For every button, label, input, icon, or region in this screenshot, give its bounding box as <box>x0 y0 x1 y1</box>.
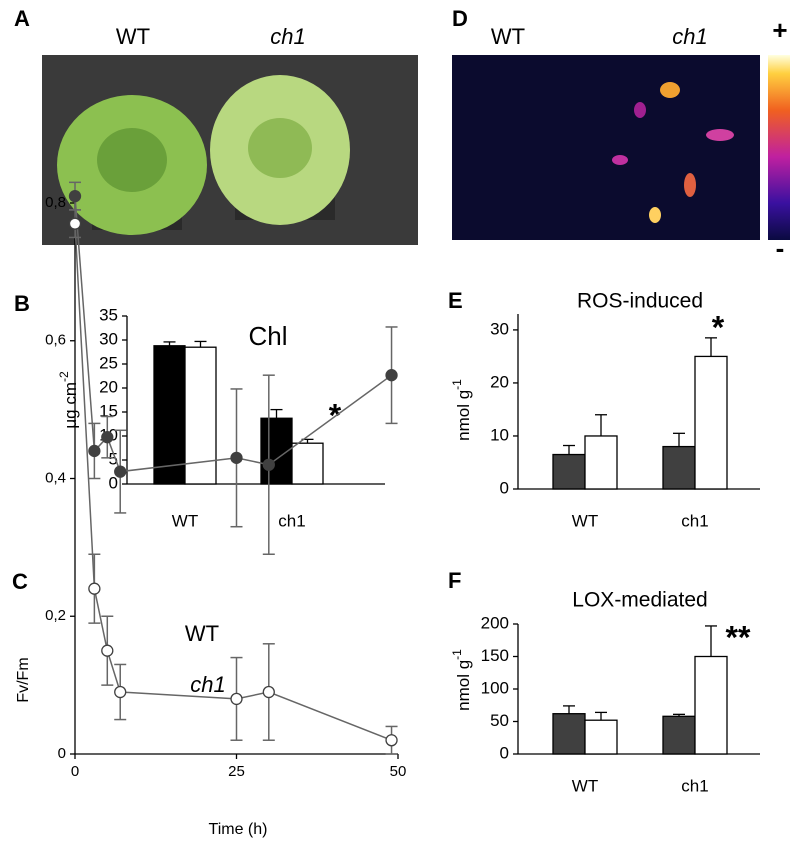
point <box>230 692 243 706</box>
point <box>385 369 398 382</box>
point <box>88 444 101 458</box>
y-tick-label: 0,6 <box>45 332 66 349</box>
chart-title: Chl <box>248 321 287 351</box>
y-tick-label: 10 <box>490 425 509 444</box>
x-tick-label: 0 <box>71 763 79 780</box>
y-tick-label: 0 <box>500 478 509 497</box>
bar <box>552 713 586 755</box>
chart-title: LOX-mediated <box>572 589 707 612</box>
series-label: WT <box>185 621 219 646</box>
photo-a <box>42 55 418 245</box>
photo-label: WT <box>491 24 525 49</box>
series-line <box>74 223 392 741</box>
point <box>114 465 127 478</box>
y-tick-label: 0 <box>500 743 509 762</box>
point <box>101 431 114 444</box>
y-axis-label: μg cm-2 <box>57 371 80 429</box>
y-tick-label: 0 <box>58 745 66 762</box>
panel-letter: E <box>448 288 463 313</box>
point <box>68 189 82 203</box>
x-tick-label: 25 <box>228 763 245 780</box>
x-tick-label: WT <box>572 511 598 530</box>
y-tick-label: 20 <box>99 377 118 396</box>
x-tick-label: 50 <box>390 763 407 780</box>
y-tick-label: 35 <box>99 305 118 324</box>
panel-letter: A <box>14 6 30 31</box>
y-tick-label: 30 <box>490 319 509 338</box>
y-axis-label: nmol g-1 <box>450 649 473 711</box>
bar <box>662 445 696 490</box>
y-axis-label-text: nmol g <box>454 660 473 711</box>
y-tick-label: 100 <box>481 678 509 697</box>
point <box>385 734 398 747</box>
y-tick-label: 30 <box>99 329 118 348</box>
point <box>68 217 82 230</box>
x-tick-label: ch1 <box>681 511 708 530</box>
y-tick-label: 200 <box>481 613 509 632</box>
y-tick-label: 0,2 <box>45 607 66 624</box>
y-axis-label: nmol g-1 <box>450 379 473 441</box>
y-axis-label-text: μg cm <box>61 382 80 429</box>
y-tick-label: 0,8 <box>45 194 66 211</box>
annotation: ** <box>726 619 751 655</box>
bar <box>552 453 586 490</box>
panel-letter: F <box>448 568 461 593</box>
photo-d <box>452 55 790 240</box>
y-tick-label: 50 <box>490 711 509 730</box>
bar <box>584 435 618 490</box>
bar <box>291 442 324 485</box>
point <box>230 451 243 464</box>
bar <box>584 719 618 755</box>
x-tick-label: ch1 <box>278 511 305 530</box>
point <box>262 458 275 471</box>
photo-label: WT <box>116 24 150 49</box>
y-axis-label-sup: -2 <box>57 371 71 382</box>
y-axis-label-sup: -1 <box>450 649 464 660</box>
x-tick-label: WT <box>172 511 198 530</box>
x-tick-label: WT <box>572 776 598 795</box>
panel-letter: C <box>12 569 28 594</box>
y-tick-label: 0,4 <box>45 469 66 486</box>
chart-title: ROS-induced <box>577 290 703 313</box>
y-tick-label: 5 <box>109 449 118 468</box>
bar <box>694 655 728 755</box>
y-axis-label-text: nmol g <box>454 390 473 441</box>
bar <box>694 355 728 490</box>
series-label: ch1 <box>190 672 225 697</box>
x-tick-label: ch1 <box>681 776 708 795</box>
y-tick-label: 20 <box>490 372 509 391</box>
point <box>114 685 127 699</box>
scale-label: + <box>772 15 787 45</box>
point <box>88 582 101 595</box>
point <box>262 685 275 699</box>
point <box>101 644 114 657</box>
photo-label: ch1 <box>270 24 305 49</box>
panel-letter: D <box>452 6 468 31</box>
x-axis-label: Time (h) <box>209 821 268 838</box>
y-tick-label: 150 <box>481 646 509 665</box>
bar <box>153 345 186 485</box>
panel-letter: B <box>14 291 30 316</box>
y-tick-label: 0 <box>109 473 118 492</box>
scale-label: - <box>776 233 785 263</box>
bar <box>662 715 696 755</box>
y-tick-label: 25 <box>99 353 118 372</box>
y-axis-label: Fv/Fm <box>15 657 32 702</box>
annotation: * <box>712 309 725 345</box>
y-axis-label-sup: -1 <box>450 379 464 390</box>
photo-label: ch1 <box>672 24 707 49</box>
y-tick-label: 15 <box>99 401 118 420</box>
